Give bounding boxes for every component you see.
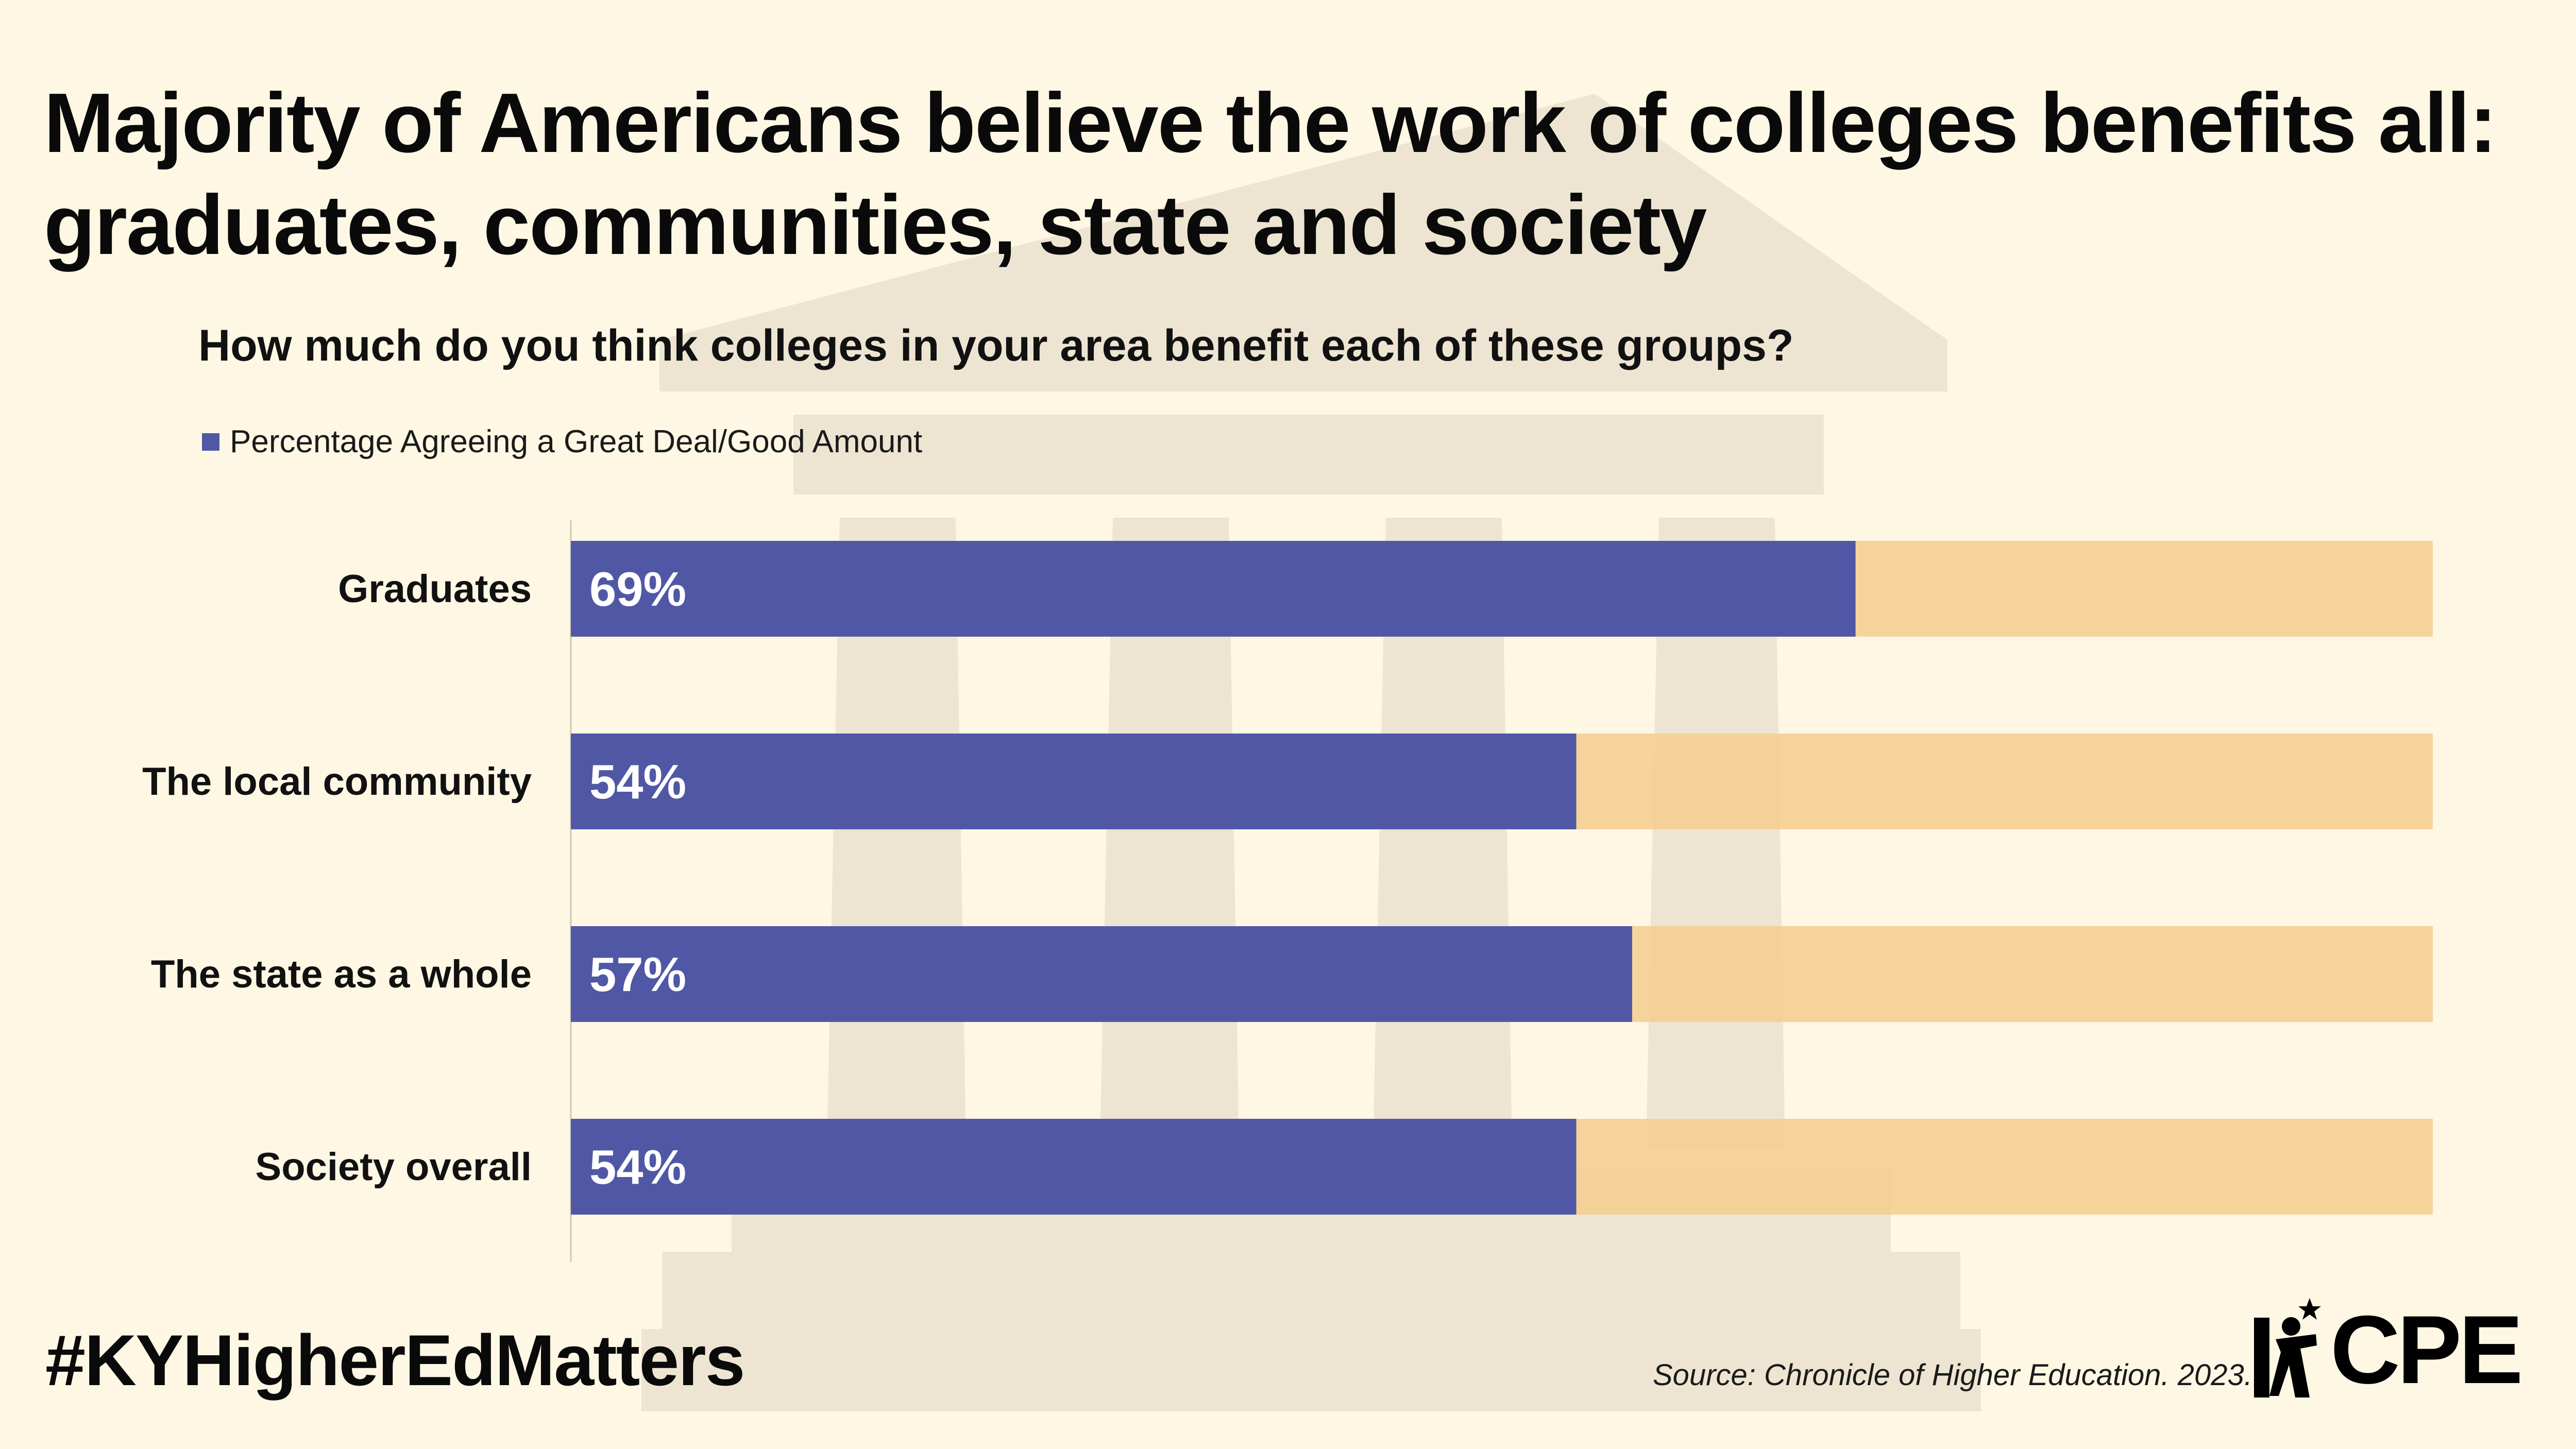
source-note: Source: Chronicle of Higher Education. 2…	[1653, 1358, 2252, 1392]
bar	[571, 541, 1856, 637]
logo-text: CPE	[2330, 1295, 2523, 1404]
category-label: The local community	[142, 760, 532, 804]
bar-remainder	[1576, 734, 2433, 829]
bar-remainder	[1855, 541, 2433, 637]
bar-value-label: 57%	[589, 947, 686, 1001]
bar	[571, 1119, 1577, 1215]
bar-remainder	[1576, 1119, 2433, 1215]
legend-label: Percentage Agreeing a Great Deal/Good Am…	[230, 424, 923, 459]
category-label: The state as a whole	[151, 952, 532, 996]
chart-question: How much do you think colleges in your a…	[198, 321, 1794, 370]
category-label: Graduates	[338, 567, 532, 611]
bar-value-label: 54%	[589, 1140, 686, 1194]
chart-legend: Percentage Agreeing a Great Deal/Good Am…	[202, 423, 922, 460]
bar-remainder	[1632, 926, 2433, 1022]
category-label: Society overall	[256, 1145, 532, 1189]
bar	[571, 734, 1577, 829]
hashtag: #KYHigherEdMatters	[45, 1320, 745, 1401]
figure-star-icon	[2254, 1298, 2321, 1397]
bar-value-label: 54%	[589, 755, 686, 809]
page-title: Majority of Americans believe the work o…	[44, 76, 2497, 272]
bar	[571, 926, 1632, 1022]
bar-value-label: 69%	[589, 562, 686, 616]
cpe-logo: CPE	[2249, 1295, 2523, 1404]
legend-swatch	[202, 433, 219, 451]
